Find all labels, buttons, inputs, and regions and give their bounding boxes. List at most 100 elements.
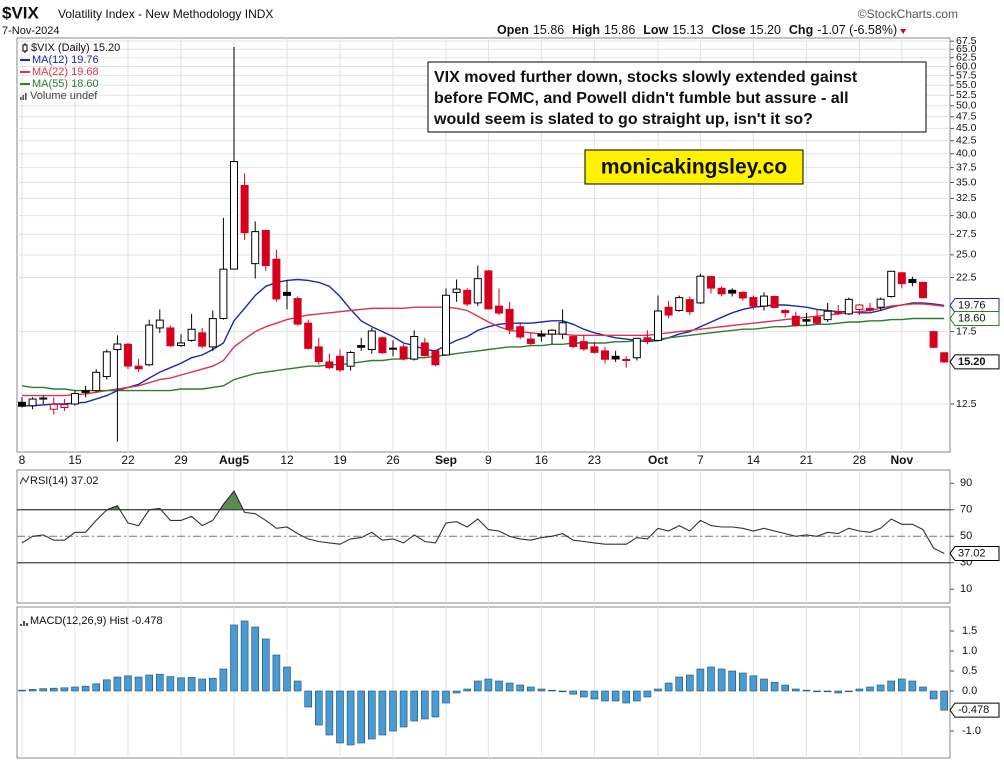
legend-label: Volume undef [30, 90, 98, 102]
change-arrow [900, 29, 907, 34]
histogram-bar [431, 690, 440, 718]
histogram-bar [389, 690, 397, 732]
histogram-bar [632, 690, 641, 702]
value-tag-label: 19.76 [958, 299, 986, 311]
candle-body [81, 390, 90, 393]
candle-body [102, 351, 111, 378]
panel-icon [26, 623, 28, 626]
label-layer: VIX moved further down, stocks slowly ex… [19, 29, 1000, 737]
panel-icon [20, 624, 22, 626]
grid-layer [17, 38, 954, 758]
histogram-bar [717, 668, 726, 692]
candle-body [791, 315, 800, 326]
histogram-bar [283, 666, 291, 692]
histogram-bar [261, 638, 270, 692]
histogram-bar [81, 685, 90, 692]
candle-body [420, 342, 429, 357]
histogram-bar [696, 668, 705, 692]
quote-value: 15.86 [533, 23, 564, 37]
value-tag [949, 297, 1000, 313]
candle-body [452, 288, 461, 293]
histogram-bar [823, 690, 832, 693]
candle-body [919, 281, 927, 299]
histogram-bar [834, 690, 843, 694]
candle-body [664, 306, 673, 316]
histogram-bar [495, 680, 503, 692]
candle-body [39, 397, 48, 400]
y-tick-label: 37.5 [956, 161, 977, 173]
histogram-bar [367, 690, 376, 740]
y-tick-label: 62.5 [956, 52, 977, 64]
y-tick-label: 90 [960, 477, 972, 489]
candle-body [314, 346, 323, 362]
y-tick-label: 10 [960, 583, 972, 595]
candle-body [855, 304, 864, 310]
candle-body [770, 296, 779, 308]
histogram-bar [166, 676, 175, 692]
candle-body [802, 319, 811, 322]
x-tick-label: 9 [485, 453, 492, 467]
candle-body [675, 297, 684, 312]
histogram-bar [897, 678, 906, 692]
candle-body [198, 332, 207, 347]
histogram-bar [251, 626, 259, 692]
histogram-bar [908, 680, 917, 692]
y-tick-label: 50.0 [956, 100, 977, 112]
histogram-bar [452, 690, 461, 694]
y-tick-label: 55.0 [956, 79, 977, 91]
histogram-bar [707, 666, 715, 692]
candle-body [887, 270, 896, 298]
candle-body [717, 287, 726, 295]
histogram-bar [357, 690, 366, 744]
histogram-bar [336, 690, 344, 744]
candle-body [134, 365, 143, 370]
y-tick-label: 65.0 [956, 43, 977, 55]
candle-body [866, 307, 874, 311]
candle-body [643, 337, 652, 342]
candle-body [442, 294, 450, 356]
annotation-box [427, 61, 927, 133]
histogram-bar [855, 688, 864, 692]
y-tick-label: 60.0 [956, 60, 977, 72]
histogram-bar [505, 682, 514, 692]
x-tick-label: 23 [588, 453, 602, 467]
candle-body [325, 361, 334, 369]
value-tag-label: 18.60 [958, 312, 986, 324]
legend-label: MA(22) 19.68 [32, 66, 99, 78]
y-tick-label: 17.5 [956, 325, 977, 337]
panel-label: RSI(14) 37.02 [30, 475, 98, 487]
y-tick-label: 70 [960, 504, 972, 516]
candle-body [283, 291, 291, 296]
candle-body [749, 297, 758, 307]
candle-body [611, 355, 620, 360]
candle-body [707, 276, 715, 289]
histogram-bar [749, 675, 758, 692]
x-tick-label: Oct [648, 453, 668, 467]
y-tick-label: 1.0 [962, 645, 977, 657]
quote-label: Close [712, 23, 746, 37]
x-tick-label: 16 [535, 453, 549, 467]
histogram-bar [314, 690, 323, 726]
histogram-bar [781, 684, 790, 692]
histogram-bar [558, 690, 567, 693]
candle-body [908, 278, 917, 284]
histogram-bar [124, 675, 132, 692]
quote-label: Chg [789, 23, 813, 37]
value-tag-label: 37.02 [958, 547, 986, 559]
histogram-bar [675, 676, 684, 692]
source: ©StockCharts.com [858, 7, 958, 21]
legend-icon [22, 44, 28, 52]
candle-body [389, 347, 397, 350]
candle-body [18, 401, 26, 407]
y-tick-label: 30.0 [956, 209, 977, 221]
value-tag [949, 310, 1000, 326]
histogram-bar [622, 690, 631, 704]
quote-value: 15.13 [672, 23, 703, 37]
x-tick-label: 22 [121, 453, 135, 467]
histogram-bar [548, 689, 556, 692]
candle-body [781, 310, 790, 314]
x-tick-label: Nov [890, 453, 913, 467]
annotation-line: before FOMC, and Powell didn't fumble bu… [434, 90, 849, 107]
candle-body [304, 322, 313, 349]
histogram-bar [813, 690, 821, 693]
